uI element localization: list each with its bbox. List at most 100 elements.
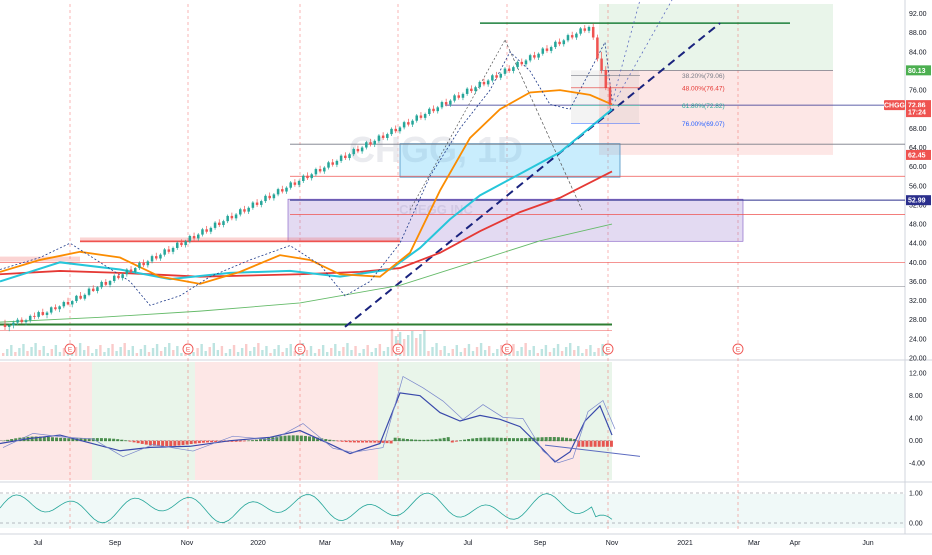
volume-bar	[317, 349, 321, 356]
volume-bar	[524, 343, 527, 356]
candle-up	[428, 107, 431, 116]
candle-body	[138, 262, 141, 269]
histogram-bar	[120, 439, 124, 442]
volume-bar	[107, 348, 110, 356]
moving-averages	[0, 40, 613, 323]
candle-body	[562, 40, 566, 45]
resistance-zone	[80, 237, 400, 243]
volume-bar	[564, 347, 568, 356]
candle-down	[407, 118, 410, 127]
volume-bar	[552, 348, 556, 356]
candle-up	[314, 167, 318, 177]
histogram-bar	[87, 438, 91, 442]
histogram-bar	[479, 437, 483, 442]
candle-up	[49, 306, 53, 315]
histogram-bar	[422, 439, 426, 442]
candle-body	[373, 140, 376, 145]
candle-down	[281, 185, 284, 194]
volume-bar	[155, 344, 159, 356]
candle-body	[318, 169, 322, 172]
candle-down	[381, 132, 385, 140]
histogram-bar	[173, 440, 177, 446]
histogram-bar	[128, 440, 132, 442]
time-axis[interactable]: Jul Sep Nov 2020 Mar May Jul Sep Nov 2021 Mar Apr Ju…	[34, 540, 874, 547]
volume-bar	[87, 346, 90, 356]
volume-bar	[232, 345, 236, 356]
candle-body	[75, 295, 78, 302]
volume-bar	[402, 339, 406, 356]
price-tag: 80.13	[906, 65, 931, 76]
volume-bar	[18, 348, 21, 356]
candle-up	[390, 127, 393, 137]
oscillator-zone	[92, 362, 195, 480]
histogram-bar	[389, 440, 393, 444]
histogram-bar	[426, 439, 430, 442]
earnings-marker-circle	[294, 343, 306, 355]
candle-body	[146, 261, 150, 266]
candle-body	[449, 100, 452, 105]
candle-body	[533, 55, 536, 58]
histogram-bar	[397, 438, 401, 442]
price-tag: 52.99	[906, 195, 931, 206]
candle-body	[125, 269, 129, 275]
histogram-bar	[259, 439, 263, 442]
histogram-bar	[206, 440, 209, 443]
candle-up	[335, 159, 339, 168]
histogram-bar	[361, 440, 365, 443]
candle-body	[495, 75, 498, 78]
candle-down	[419, 112, 423, 120]
volume-bar	[423, 330, 426, 356]
volume-bar	[544, 345, 548, 356]
candle-body	[297, 181, 301, 185]
histogram-bar	[250, 440, 254, 442]
volume-bar	[180, 353, 183, 356]
candle-up	[146, 259, 150, 268]
candle-down	[432, 105, 435, 114]
candle-up	[272, 192, 276, 201]
candle-up	[7, 323, 11, 332]
candle-body	[58, 306, 61, 310]
candle-up	[175, 241, 179, 250]
price-axis-tick: 52.00	[909, 202, 927, 209]
histogram-bar	[556, 437, 560, 442]
candle-up	[247, 206, 250, 215]
histogram-bar	[365, 440, 369, 443]
candle-body	[20, 319, 24, 323]
candle-up	[411, 119, 414, 127]
volume-bar	[334, 344, 337, 356]
volume-bar	[62, 348, 66, 356]
candle-body	[167, 249, 171, 252]
candle-body	[356, 148, 360, 152]
candle-body	[268, 195, 271, 199]
candle-body	[272, 194, 276, 199]
time-axis-tick: May	[390, 540, 404, 547]
candle-body	[348, 154, 351, 159]
histogram-bar	[55, 437, 59, 442]
candle-up	[87, 287, 91, 297]
candle-body	[394, 128, 397, 132]
oscillator-axis-tick: 8.00	[909, 393, 923, 400]
price-axis[interactable]: 20.00 24.00 28.00 32.00 36.00 40.00 44.00 48.00…	[909, 11, 927, 527]
candle-up	[541, 47, 545, 56]
candle-body	[327, 162, 330, 168]
candle-body	[197, 234, 200, 239]
candle-body	[104, 281, 108, 285]
candle-body	[390, 128, 393, 135]
histogram-bar	[565, 437, 569, 442]
volume-bar	[439, 350, 442, 356]
candle-down	[558, 38, 561, 47]
volume-bar	[293, 351, 296, 356]
candle-up	[377, 134, 381, 143]
histogram-bar	[30, 436, 34, 442]
candle-down	[369, 138, 372, 147]
histogram-bar	[38, 436, 42, 442]
time-axis-tick: Nov	[606, 540, 619, 547]
volume-bar	[536, 353, 539, 356]
candle-up	[159, 253, 162, 261]
histogram-bar	[287, 435, 291, 442]
candle-up	[112, 274, 116, 283]
candle-up	[62, 300, 66, 309]
